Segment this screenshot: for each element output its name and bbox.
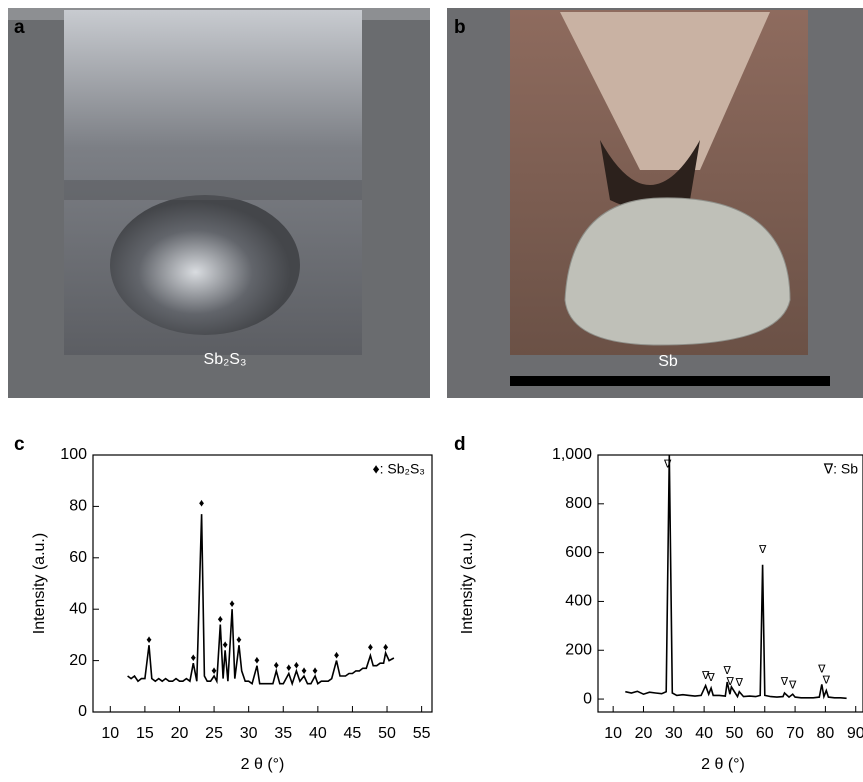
peak-marker: ♦ (254, 655, 260, 667)
chart: 10 15 20 25 30 35 40 45 50 55 0 20 40 60 80 100 2 θ (°) I… (31, 446, 433, 773)
peak-marker: ♦ (334, 649, 340, 661)
x-axis-label: 2 θ (°) (241, 756, 285, 773)
peak-marker: ♦ (294, 660, 300, 672)
panel-label: b (454, 17, 466, 38)
y-tick-label: 200 (565, 641, 592, 658)
x-tick-label: 30 (665, 725, 683, 742)
legend: ♦: Sb₂S₃ (372, 461, 425, 477)
x-tick-label: 10 (101, 725, 119, 742)
x-tick-label: 60 (756, 725, 774, 742)
peak-marker: ∇ (663, 459, 672, 471)
y-axis-label: Intensity (a.u.) (459, 533, 476, 634)
peak-marker: ∇ (817, 664, 826, 676)
x-tick-label: 30 (240, 725, 258, 742)
x-tick-label: 25 (205, 725, 223, 742)
plot-frame (92, 454, 433, 713)
x-tick-label: 20 (171, 725, 189, 742)
peak-marker: ♦ (301, 665, 307, 677)
peak-marker: ♦ (229, 598, 235, 610)
y-tick-label: 40 (69, 600, 87, 617)
x-tick-label: 50 (726, 725, 744, 742)
plot-frame (597, 454, 863, 713)
x-tick-label: 50 (378, 725, 396, 742)
y-tick-label: 600 (565, 544, 592, 561)
y-tick-label: 100 (60, 446, 87, 463)
peak-marker: ♦ (368, 642, 374, 654)
legend: ∇: Sb (823, 461, 858, 477)
peak-marker: ♦ (146, 634, 152, 646)
peak-marker: ♦ (274, 660, 280, 672)
photo-b: b (447, 8, 863, 398)
y-tick-label: 60 (69, 549, 87, 566)
y-tick-label: 0 (78, 703, 87, 720)
y-tick-label: 800 (565, 495, 592, 512)
peak-marker: ♦ (199, 498, 205, 510)
y-tick-label: 400 (565, 593, 592, 610)
peak-marker: ∇ (726, 676, 735, 688)
y-tick-label: 20 (69, 652, 87, 669)
peak-marker: ∇ (701, 670, 710, 682)
peak-marker: ∇ (735, 677, 744, 689)
chart: 10 20 30 40 50 60 70 80 90 0 200 400 600 800 1,000 2 θ … (459, 446, 863, 773)
peak-marker: ♦ (211, 665, 217, 677)
panel-label: c (14, 434, 25, 455)
peak-marker: ∇ (780, 676, 789, 688)
x-tick-label: 70 (786, 725, 804, 742)
x-tick-label: 20 (635, 725, 653, 742)
y-tick-label: 80 (69, 498, 87, 515)
peak-marker: ∇ (788, 680, 797, 692)
x-tick-label: 55 (413, 725, 431, 742)
x-tick-label: 40 (309, 725, 327, 742)
x-axis-label: 2 θ (°) (701, 756, 745, 773)
peak-marker: ∇ (722, 665, 731, 677)
x-tick-label: 10 (604, 725, 622, 742)
x-tick-label: 90 (847, 725, 863, 742)
peak-marker: ∇ (706, 672, 715, 684)
x-tick-label: 80 (817, 725, 835, 742)
peak-marker: ♦ (383, 642, 389, 654)
x-tick-label: 15 (136, 725, 154, 742)
panel-label: d (454, 434, 466, 455)
peak-marker: ♦ (191, 652, 197, 664)
peak-marker: ∇ (822, 675, 831, 687)
x-tick-label: 45 (344, 725, 362, 742)
photo-a: a (8, 8, 430, 398)
peak-marker: ♦ (236, 634, 242, 646)
x-tick-label: 40 (695, 725, 713, 742)
photo-label: Sb (658, 353, 678, 370)
data-line (625, 454, 847, 700)
peak-marker: ♦ (286, 662, 292, 674)
photo-label: Sb₂S₃ (204, 351, 247, 368)
peak-marker: ♦ (217, 613, 223, 625)
y-axis-label: Intensity (a.u.) (31, 533, 48, 634)
y-tick-label: 1,000 (552, 446, 592, 463)
peak-marker: ♦ (222, 639, 228, 651)
x-tick-label: 35 (274, 725, 292, 742)
panel-label: a (14, 17, 25, 38)
peak-marker: ♦ (312, 665, 318, 677)
y-tick-label: 0 (583, 690, 592, 707)
data-line (127, 514, 395, 687)
peak-marker: ∇ (758, 544, 767, 556)
